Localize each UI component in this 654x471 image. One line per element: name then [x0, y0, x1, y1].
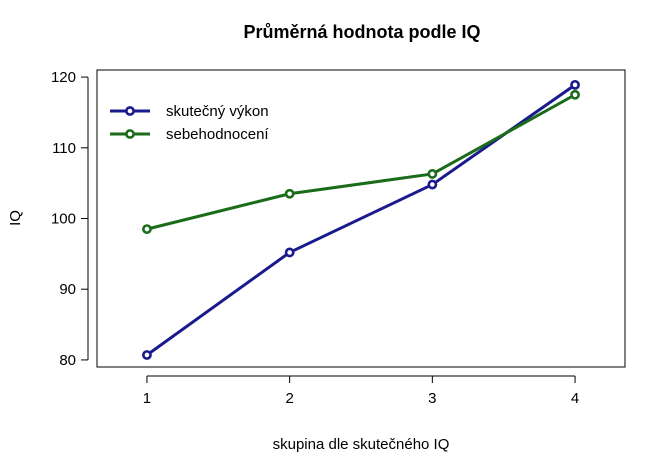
series-2-point: [142, 224, 152, 235]
x-axis: 1 2 3 4: [143, 375, 579, 407]
series-layer: [142, 79, 580, 360]
y-tick-label: 80: [59, 352, 76, 369]
x-axis-label: skupina dle skutečného IQ: [273, 436, 450, 453]
legend-marker-1: [125, 106, 135, 116]
x-tick-label: 3: [428, 390, 436, 407]
y-axis: 80 90 100 110 120: [51, 69, 89, 369]
series-2-point: [284, 188, 295, 199]
legend-label-2: sebehodnocení: [166, 126, 269, 143]
y-tick-label: 110: [52, 140, 76, 157]
series-1-point: [284, 247, 295, 258]
y-tick-label: 90: [59, 281, 76, 298]
legend: skutečný výkon sebehodnocení: [110, 103, 269, 143]
plot-frame: [96, 69, 626, 368]
legend-marker-2: [125, 129, 135, 139]
chart-title: Průměrná hodnota podle IQ: [243, 22, 480, 42]
y-axis-label: IQ: [7, 210, 24, 226]
series-line-2: [146, 93, 576, 231]
x-tick-label: 1: [143, 390, 151, 407]
x-tick-label: 4: [571, 390, 579, 407]
legend-label-1: skutečný výkon: [166, 103, 269, 120]
y-tick-label: 100: [51, 211, 76, 228]
y-tick-label: 120: [51, 69, 76, 86]
series-1-point: [570, 79, 580, 90]
x-tick-label: 2: [285, 390, 293, 407]
series-1-point: [427, 179, 438, 190]
series-2-point: [427, 169, 438, 179]
series-2-point: [570, 89, 580, 100]
series-1-point: [142, 350, 152, 360]
